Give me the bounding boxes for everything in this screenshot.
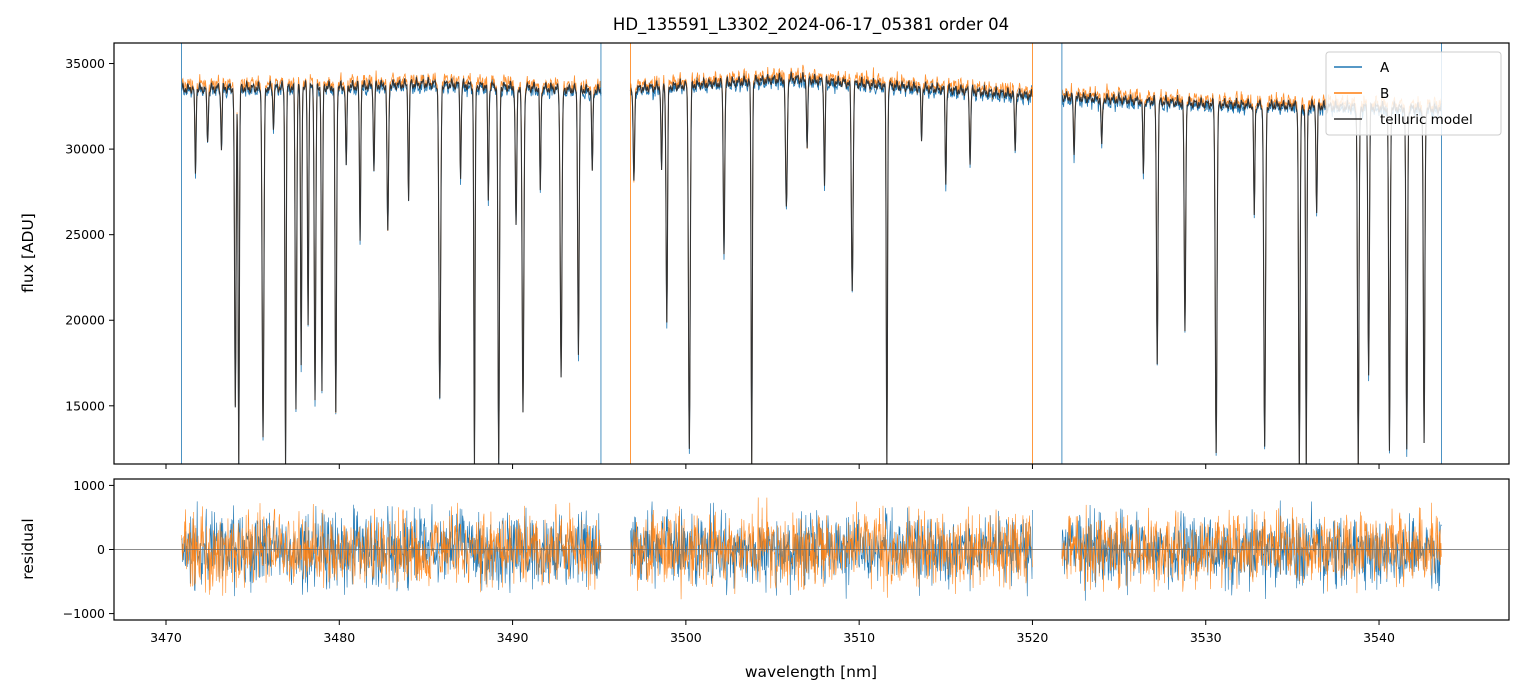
xtick-label: 3520 <box>1017 630 1049 645</box>
residual-ytick-label: −1000 <box>63 606 105 621</box>
series-b-line <box>630 64 1033 464</box>
residual-b-line <box>1061 502 1442 594</box>
xtick-label: 3510 <box>843 630 875 645</box>
residual-b-line <box>630 497 1033 600</box>
flux-ytick-label: 35000 <box>65 56 105 71</box>
residual-a-line <box>181 501 602 597</box>
legend: A B telluric model <box>1325 51 1502 136</box>
flux-ytick-label: 15000 <box>65 398 105 413</box>
flux-ylabel: flux [ADU] <box>19 213 37 293</box>
xtick-label: 3540 <box>1363 630 1395 645</box>
xtick-label: 3470 <box>150 630 182 645</box>
series-a-line <box>181 74 602 464</box>
flux-ytick-label: 20000 <box>65 313 105 328</box>
telluric-model-line <box>629 71 1033 464</box>
x-axis-label: wavelength [nm] <box>745 663 877 681</box>
flux-panel: 15000 20000 25000 30000 35000 flux [ADU] A B… <box>19 42 1510 469</box>
chart-title: HD_135591_L3302_2024-06-17_05381 order 0… <box>613 15 1009 35</box>
residual-ylabel: residual <box>19 518 37 579</box>
flux-ytick-label: 25000 <box>65 227 105 242</box>
xtick-label: 3480 <box>323 630 355 645</box>
legend-label-b: B <box>1380 86 1389 102</box>
xtick-label: 3530 <box>1190 630 1222 645</box>
legend-box <box>1325 51 1502 136</box>
residual-ytick-label: 0 <box>97 542 105 557</box>
xtick-label: 3500 <box>670 630 702 645</box>
flux-ytick-label: 30000 <box>65 142 105 157</box>
flux-axes-frame <box>113 42 1510 465</box>
legend-label-model: telluric model <box>1380 112 1473 128</box>
series-b-line <box>181 70 602 464</box>
telluric-model-line <box>181 76 602 464</box>
legend-label-a: A <box>1380 60 1390 76</box>
xtick-label: 3490 <box>497 630 529 645</box>
residual-panel: −1000 0 1000 3470 3480 3490 3500 3510 3520 3530 3… <box>19 478 1510 645</box>
residual-b-line <box>181 502 602 596</box>
residual-ytick-label: 1000 <box>73 478 105 493</box>
